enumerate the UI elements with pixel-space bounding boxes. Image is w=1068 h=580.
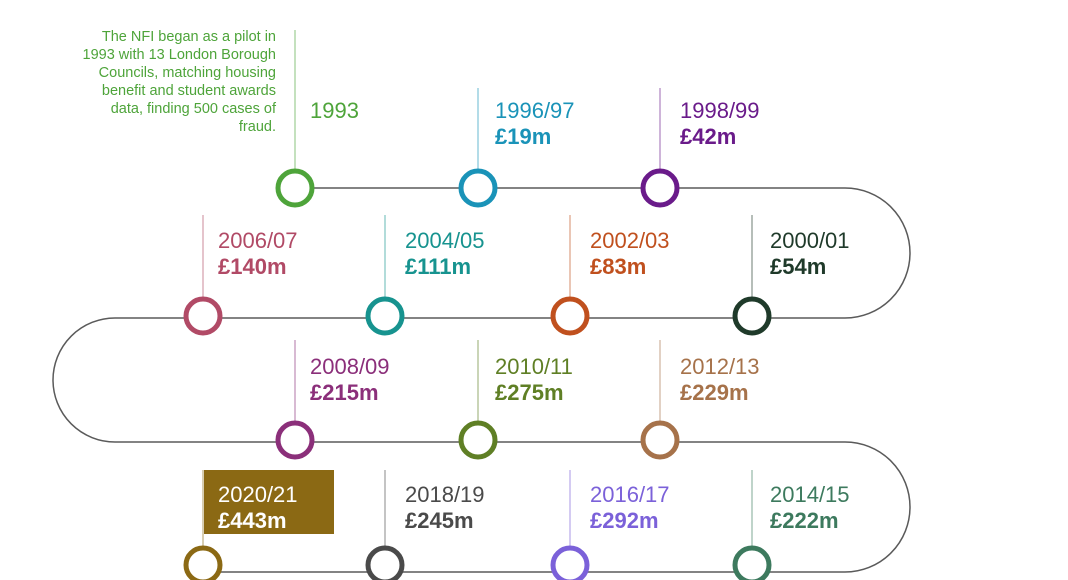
milestone-year: 2002/03 [590,228,670,253]
milestone-node [550,545,590,580]
milestone-amount: £245m [405,508,474,533]
milestone-amount: £140m [218,254,287,279]
milestone-label: 2012/13 £229m [680,354,760,406]
milestone-amount: £443m [218,508,287,533]
milestone-node [183,296,223,336]
milestone-label: 2018/19 £245m [405,482,485,534]
milestone-year: 2008/09 [310,354,390,379]
milestone-amount: £215m [310,380,379,405]
milestone-year: 1993 [310,98,359,123]
milestone-year: 2016/17 [590,482,670,507]
milestone-year: 2014/15 [770,482,850,507]
milestone-node [183,545,223,580]
milestone-amount: £19m [495,124,552,149]
milestone-amount: £275m [495,380,564,405]
milestone-label: 1998/99 £42m [680,98,760,150]
milestone-node [550,296,590,336]
milestone-amount: £54m [770,254,827,279]
milestone-amount: £222m [770,508,839,533]
milestone-amount: £111m [405,254,472,279]
milestone-year: 2012/13 [680,354,760,379]
milestone-node [732,545,772,580]
milestone-node [458,168,498,208]
milestone-amount: £292m [590,508,659,533]
milestone-label: 2002/03 £83m [590,228,670,280]
milestone-year: 1998/99 [680,98,760,123]
milestone-label: 2004/05 £111m [405,228,485,280]
milestone-label: 2014/15 £222m [770,482,850,534]
milestone-year: 2006/07 [218,228,298,253]
milestone-amount: £229m [680,380,749,405]
milestone-node [275,420,315,460]
milestone-label: 2006/07 £140m [218,228,298,280]
milestone-year: 2020/21 [218,482,298,507]
milestone-label: 2008/09 £215m [310,354,390,406]
milestone-node [458,420,498,460]
milestone-year: 2010/11 [495,354,573,379]
milestone-node [640,168,680,208]
milestone-label: 2016/17 £292m [590,482,670,534]
milestone-label: 2000/01 £54m [770,228,850,280]
milestone-node [732,296,772,336]
milestone-node [275,168,315,208]
milestone-amount: £42m [680,124,737,149]
milestone-node [365,296,405,336]
milestone-year: 1996/97 [495,98,575,123]
milestone-year: 2000/01 [770,228,850,253]
milestone-label: 1996/97 £19m [495,98,575,150]
milestone-label-highlight: 2020/21 £443m [204,470,334,534]
milestone-year: 2018/19 [405,482,485,507]
milestone-year: 2004/05 [405,228,485,253]
milestone-node [640,420,680,460]
milestone-node [365,545,405,580]
milestone-amount: £83m [590,254,647,279]
milestone-label: 2010/11 £275m [495,354,573,406]
intro-text: The NFI began as a pilot in 1993 with 13… [82,29,277,135]
milestone-label: 1993 [310,98,359,124]
